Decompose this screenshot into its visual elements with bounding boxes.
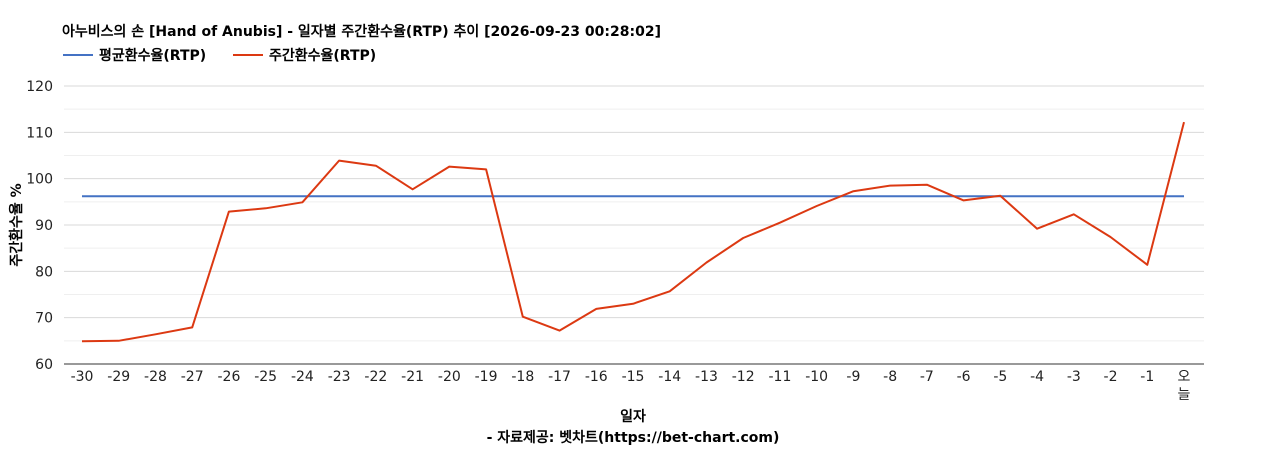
y-tick-label: 100 — [26, 172, 53, 188]
x-tick-label: 오 — [1178, 369, 1191, 385]
legend[interactable]: 평균환수율(RTP) 주간환수율(RTP) — [63, 47, 376, 64]
y-tick-label: 90 — [35, 218, 53, 234]
x-tick-label: -27 — [181, 369, 204, 385]
x-tick-label: -6 — [957, 369, 971, 385]
x-tick-label: -25 — [254, 369, 277, 385]
x-tick-label: -28 — [144, 369, 167, 385]
grid — [64, 85, 1204, 365]
x-tick-label: -8 — [883, 369, 897, 385]
y-tick-label: 70 — [35, 311, 53, 327]
x-tick-label: -16 — [585, 369, 608, 385]
x-tick-label: -20 — [438, 369, 461, 385]
series-line--rtp- — [81, 121, 1185, 343]
y-tick-label: 80 — [35, 264, 53, 280]
x-tick-label: -18 — [511, 369, 534, 385]
x-axis-label: 일자 — [620, 409, 646, 425]
y-axis-ticks: 60 70 80 90 100 110 120 — [26, 79, 53, 373]
y-tick-label: 60 — [35, 357, 53, 373]
x-tick-label: -13 — [695, 369, 718, 385]
legend-entry: 평균환수율(RTP) — [99, 47, 206, 64]
x-tick-label: -5 — [993, 369, 1007, 385]
x-tick-label: -22 — [364, 369, 387, 385]
x-tick-label: -24 — [291, 369, 314, 385]
x-tick-label: -29 — [107, 369, 130, 385]
x-tick-label: -2 — [1104, 369, 1118, 385]
x-tick-label: -23 — [328, 369, 351, 385]
x-tick-label: -9 — [846, 369, 860, 385]
x-tick-label: -17 — [548, 369, 571, 385]
x-tick-label: -4 — [1030, 369, 1044, 385]
x-tick-label: -1 — [1140, 369, 1154, 385]
series-lines — [81, 121, 1185, 343]
y-tick-label: 110 — [26, 125, 53, 141]
x-tick-label: 늘 — [1178, 387, 1191, 403]
y-axis-label: 주간환수율 % — [8, 183, 25, 266]
x-tick-label: -7 — [920, 369, 934, 385]
x-tick-label: -3 — [1067, 369, 1081, 385]
x-tick-label: -21 — [401, 369, 424, 385]
legend-entry: 주간환수율(RTP) — [269, 47, 376, 64]
x-tick-label: -19 — [475, 369, 498, 385]
x-tick-label: -14 — [658, 369, 681, 385]
credit-text: - 자료제공: 벳차트(https://bet-chart.com) — [487, 429, 780, 446]
x-tick-label: -11 — [768, 369, 791, 385]
chart-title: 아누비스의 손 [Hand of Anubis] - 일자별 주간환수율(RTP… — [62, 23, 661, 40]
x-axis-ticks: -30 -29 -28 -27 -26 -25 -24 -23 -22 -21 -20 -19 -18-… — [71, 369, 1191, 403]
x-tick-label: -26 — [217, 369, 240, 385]
x-tick-label: -12 — [732, 369, 755, 385]
x-tick-label: -30 — [71, 369, 94, 385]
y-tick-label: 120 — [26, 79, 53, 95]
x-tick-label: -10 — [805, 369, 828, 385]
x-tick-label: -15 — [622, 369, 645, 385]
